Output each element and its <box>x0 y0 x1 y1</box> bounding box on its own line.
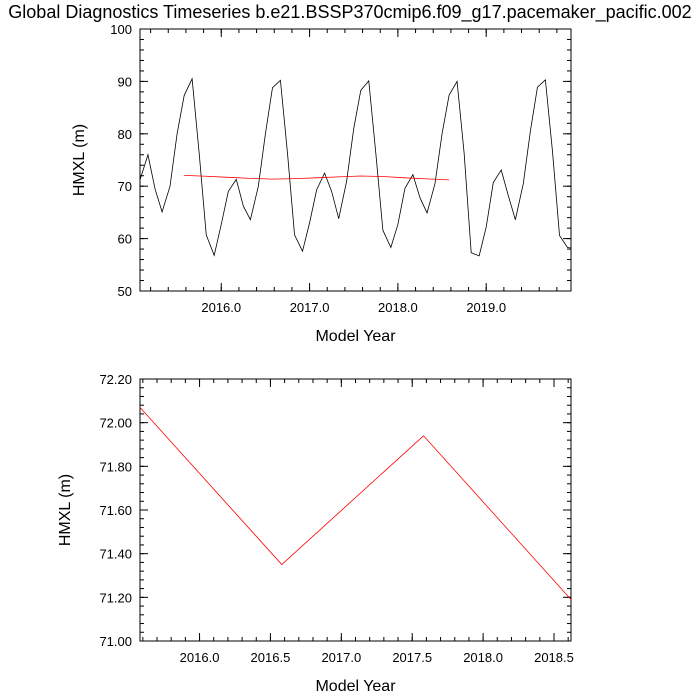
x-tick-label: 2017.5 <box>392 650 432 665</box>
y-tick-label: 100 <box>110 22 132 37</box>
y-tick-label: 71.80 <box>99 459 132 474</box>
y-tick-label: 90 <box>118 74 132 89</box>
y-tick-label: 71.40 <box>99 547 132 562</box>
series-line-monthly <box>139 77 572 257</box>
y-axis-label: HMXL (m) <box>57 474 74 546</box>
series-line-annual <box>184 174 450 181</box>
y-tick-label: 60 <box>118 232 132 247</box>
x-tick-label: 2017.0 <box>290 300 330 315</box>
x-tick-label: 2016.0 <box>180 650 220 665</box>
y-tick-label: 71.60 <box>99 503 132 518</box>
y-tick-label: 50 <box>118 284 132 299</box>
y-tick-label: 72.20 <box>99 372 132 387</box>
plot-frame <box>139 28 572 292</box>
y-tick-label: 80 <box>118 127 132 142</box>
x-tick-label: 2018.0 <box>378 300 418 315</box>
x-axis-label: Model Year <box>315 678 396 695</box>
plot-frame <box>139 378 572 642</box>
y-tick-label: 72.00 <box>99 416 132 431</box>
y-tick-label: 70 <box>118 179 132 194</box>
x-tick-label: 2016.5 <box>251 650 291 665</box>
series-line-annual <box>139 407 572 600</box>
x-axis-label: Model Year <box>315 328 396 345</box>
x-tick-label: 2018.5 <box>534 650 574 665</box>
x-tick-label: 2017.0 <box>321 650 361 665</box>
page-title: Global Diagnostics Timeseries b.e21.BSSP… <box>8 2 692 22</box>
x-tick-label: 2019.0 <box>466 300 506 315</box>
y-axis-label: HMXL (m) <box>71 124 88 196</box>
x-tick-label: 2018.0 <box>463 650 503 665</box>
y-tick-label: 71.00 <box>99 634 132 649</box>
x-tick-label: 2016.0 <box>201 300 241 315</box>
y-tick-label: 71.20 <box>99 590 132 605</box>
